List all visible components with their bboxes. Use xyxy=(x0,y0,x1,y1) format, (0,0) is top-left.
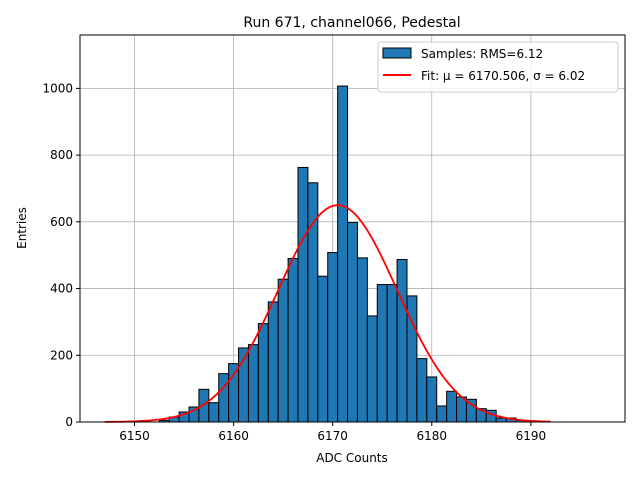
histogram-bar xyxy=(416,358,428,423)
histogram-bar xyxy=(267,301,279,423)
histogram-bar xyxy=(337,85,349,423)
y-tick-label: 1000 xyxy=(42,81,73,95)
y-tick-label: 800 xyxy=(50,148,73,162)
histogram-bar xyxy=(436,405,448,423)
y-tick-label: 200 xyxy=(50,348,73,362)
histogram-bar xyxy=(287,258,299,423)
x-tick-label: 6150 xyxy=(119,429,150,443)
x-tick-label: 6160 xyxy=(218,429,249,443)
y-tick-label: 0 xyxy=(65,415,73,429)
chart-title: Run 671, channel066, Pedestal xyxy=(243,15,460,31)
histogram-bar xyxy=(396,259,408,423)
x-axis-ticks: 6150 6160 6170 6180 6190 xyxy=(119,422,546,443)
x-axis-label: ADC Counts xyxy=(316,451,388,465)
histogram-bar xyxy=(376,284,388,423)
histogram-bar xyxy=(356,257,368,423)
histogram-bar xyxy=(446,390,458,423)
y-tick-label: 600 xyxy=(50,215,73,229)
histogram-bar xyxy=(297,166,309,423)
histogram-bar xyxy=(347,221,358,423)
histogram-bar xyxy=(257,323,269,423)
x-tick-label: 6180 xyxy=(416,429,447,443)
histogram-bar xyxy=(208,402,220,423)
fit-curve xyxy=(104,204,551,423)
histogram-bar xyxy=(495,417,507,423)
histogram-bar xyxy=(327,252,339,423)
y-tick-label: 400 xyxy=(50,282,73,296)
x-tick-label: 6170 xyxy=(317,429,348,443)
legend-box xyxy=(377,41,619,93)
y-axis-label: Entries xyxy=(15,207,29,249)
x-tick-label: 6190 xyxy=(516,429,547,443)
legend-swatch-samples xyxy=(382,47,412,59)
y-axis-ticks: 0 200 400 600 800 1000 xyxy=(42,81,80,429)
plot-frame xyxy=(79,34,626,423)
legend: Samples: RMS=6.12 Fit: μ = 6170.506, σ =… xyxy=(377,41,619,93)
histogram-bar xyxy=(366,315,378,423)
histogram-bar xyxy=(426,376,438,423)
histogram-bar xyxy=(317,275,329,423)
histogram-bar xyxy=(247,344,259,423)
histogram-bar xyxy=(277,278,289,423)
histogram-bar xyxy=(386,284,398,423)
legend-label-samples: Samples: RMS=6.12 xyxy=(421,47,543,61)
fit-curve-group xyxy=(104,204,551,423)
legend-label-fit: Fit: μ = 6170.506, σ = 6.02 xyxy=(421,69,585,83)
histogram-bar xyxy=(218,373,230,423)
histogram-bar xyxy=(228,363,240,423)
